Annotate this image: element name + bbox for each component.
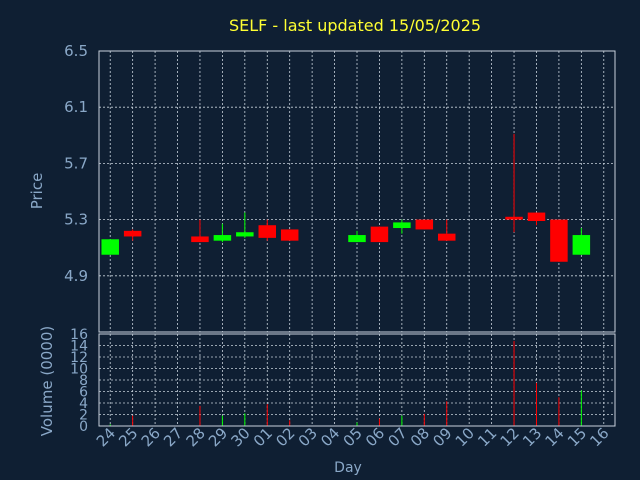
- volume-tick-label: 10: [70, 362, 88, 378]
- volume-tick-label: 12: [70, 350, 88, 366]
- volume-tick-label: 2: [79, 408, 88, 424]
- volume-plot-frame: [98, 333, 616, 427]
- price-grid: [99, 50, 615, 332]
- volume-tick-label: 8: [79, 373, 88, 389]
- price-tick-label: 6.5: [64, 42, 88, 60]
- volume-tick-label: 4: [79, 396, 88, 412]
- chart-title: SELF - last updated 15/05/2025: [229, 16, 481, 35]
- candle-body: [370, 226, 389, 243]
- candle-body: [101, 239, 119, 255]
- candle-body: [437, 233, 456, 241]
- candle-body: [527, 212, 546, 222]
- volume-tick-label: 14: [70, 339, 88, 355]
- day-tick-labels: 2425262728293001020304050607080910111213…: [93, 424, 613, 450]
- price-tick-label: 4.9: [64, 267, 88, 285]
- price-tick-labels: 6.5 6.1 5.7 5.3 4.9: [64, 42, 88, 285]
- candle-body: [505, 216, 523, 220]
- volume-tick-label: 16: [70, 327, 88, 343]
- price-tick-label: 5.3: [64, 211, 88, 229]
- volume-tick-label: 6: [79, 385, 88, 401]
- candle-body: [415, 219, 434, 230]
- price-tick-label: 5.7: [64, 154, 88, 172]
- candle-body: [280, 229, 299, 241]
- price-axis-label: Price: [28, 173, 46, 210]
- candle-body: [258, 225, 277, 238]
- volume-grid: [99, 333, 615, 427]
- candle-body: [550, 219, 568, 262]
- candle-body: [393, 222, 411, 229]
- price-tick-label: 6.1: [64, 98, 88, 116]
- candle-body: [123, 230, 142, 237]
- volume-bars: [109, 340, 582, 426]
- candle-body: [572, 235, 591, 255]
- day-tick-label: 16: [586, 424, 612, 450]
- price-candles: [101, 133, 591, 262]
- candle-body: [236, 232, 254, 237]
- candle-body: [348, 235, 366, 243]
- day-axis-label: Day: [334, 460, 362, 476]
- candle-body: [213, 235, 232, 241]
- candle-body: [191, 236, 209, 243]
- volume-tick-label: 0: [79, 419, 88, 435]
- price-plot-frame: [98, 50, 616, 333]
- volume-axis-label: Volume (0000): [38, 326, 56, 436]
